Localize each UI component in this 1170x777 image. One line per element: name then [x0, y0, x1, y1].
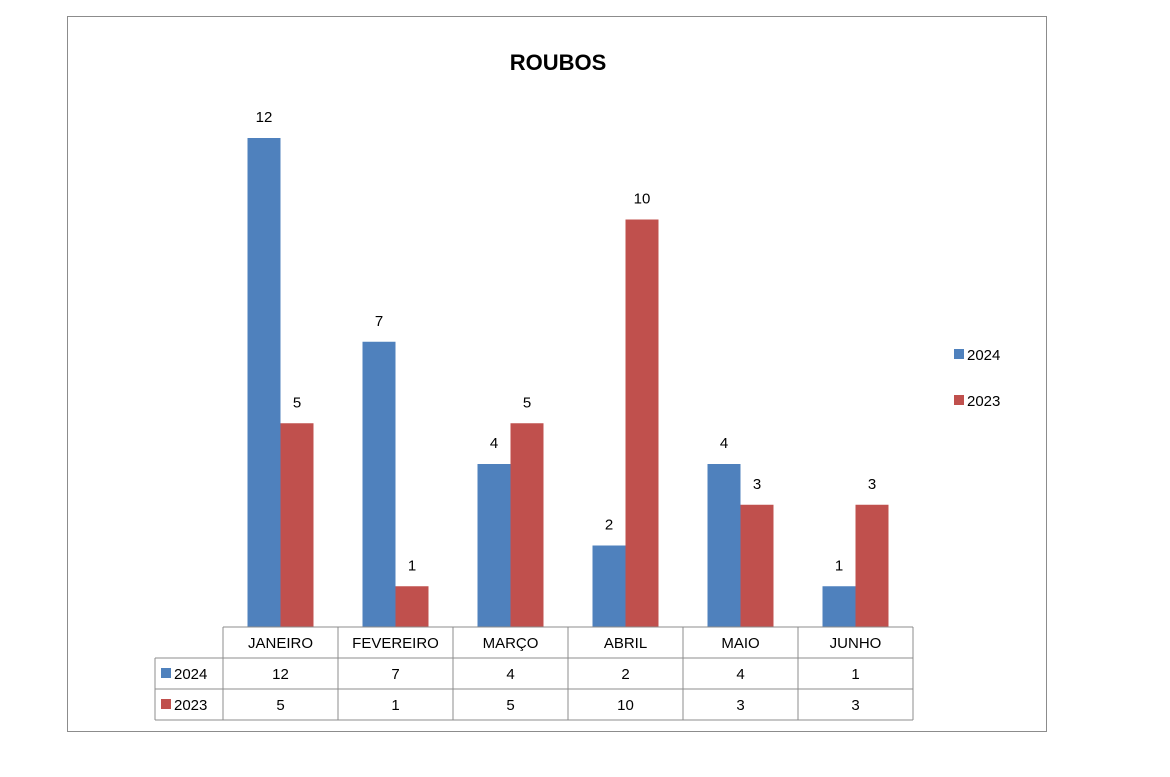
- bar-2023-5: [740, 504, 774, 627]
- table-header-1: JANEIRO: [248, 635, 313, 652]
- table-cell-2023-3: 5: [506, 697, 514, 714]
- data-labels-group: 12 5 7 1 4 5 2 10 4 3 1 3: [256, 109, 877, 574]
- table-header-6: JUNHO: [830, 635, 882, 652]
- table-row-label-2023: 2023: [174, 697, 207, 714]
- bar-2024-3: [477, 464, 511, 627]
- bars-group: [247, 138, 889, 627]
- data-label-2023-5: 3: [753, 476, 761, 493]
- bar-2023-2: [395, 586, 429, 627]
- data-label-2024-4: 2: [605, 517, 613, 534]
- data-table: JANEIRO FEVEREIRO MARÇO ABRIL MAIO JUNHO 2024 1…: [154, 626, 914, 721]
- legend: 2024 2023: [954, 347, 1000, 410]
- legend-label-2023: 2023: [967, 393, 1000, 410]
- data-label-2024-2: 7: [375, 313, 383, 330]
- chart-title: ROUBOS: [510, 50, 607, 75]
- table-cell-2023-4: 10: [617, 697, 634, 714]
- data-label-2024-5: 4: [720, 435, 728, 452]
- table-cell-2024-3: 4: [506, 666, 514, 683]
- table-row-label-2024: 2024: [174, 666, 207, 683]
- data-label-2023-6: 3: [868, 476, 876, 493]
- table-cell-2024-1: 12: [272, 666, 289, 683]
- data-label-2023-4: 10: [634, 191, 651, 208]
- legend-swatch-2023: [954, 395, 964, 405]
- table-cell-2023-2: 1: [391, 697, 399, 714]
- data-label-2024-3: 4: [490, 435, 498, 452]
- table-header-3: MARÇO: [483, 635, 539, 652]
- table-cell-2024-4: 2: [621, 666, 629, 683]
- legend-swatch-2024: [954, 349, 964, 359]
- table-cell-2024-2: 7: [391, 666, 399, 683]
- table-header-2: FEVEREIRO: [352, 635, 439, 652]
- data-label-2024-1: 12: [256, 109, 273, 126]
- table-key-2024: [161, 668, 171, 678]
- table-header-4: ABRIL: [604, 635, 647, 652]
- table-cell-2023-5: 3: [736, 697, 744, 714]
- bar-2024-5: [707, 464, 741, 627]
- bar-2024-1: [247, 138, 281, 627]
- bar-2023-1: [280, 423, 314, 627]
- bar-2023-4: [625, 219, 659, 627]
- table-key-2023: [161, 699, 171, 709]
- bar-2024-2: [362, 341, 396, 627]
- legend-label-2024: 2024: [967, 347, 1000, 364]
- chart-frame: ROUBOS 12 5 7 1 4 5 2 10 4 3 1 3 JANEIRO FEVEREIRO MA…: [67, 16, 1047, 732]
- bar-2023-3: [510, 423, 544, 627]
- data-label-2023-3: 5: [523, 394, 531, 411]
- bar-2024-4: [592, 545, 626, 627]
- table-cell-2023-1: 5: [276, 697, 284, 714]
- bar-2023-6: [855, 504, 889, 627]
- table-cell-2024-6: 1: [851, 666, 859, 683]
- data-label-2024-6: 1: [835, 557, 843, 574]
- data-label-2023-2: 1: [408, 557, 416, 574]
- data-label-2023-1: 5: [293, 394, 301, 411]
- bar-2024-6: [822, 586, 856, 627]
- table-cell-2024-5: 4: [736, 666, 744, 683]
- table-header-5: MAIO: [721, 635, 759, 652]
- table-cell-2023-6: 3: [851, 697, 859, 714]
